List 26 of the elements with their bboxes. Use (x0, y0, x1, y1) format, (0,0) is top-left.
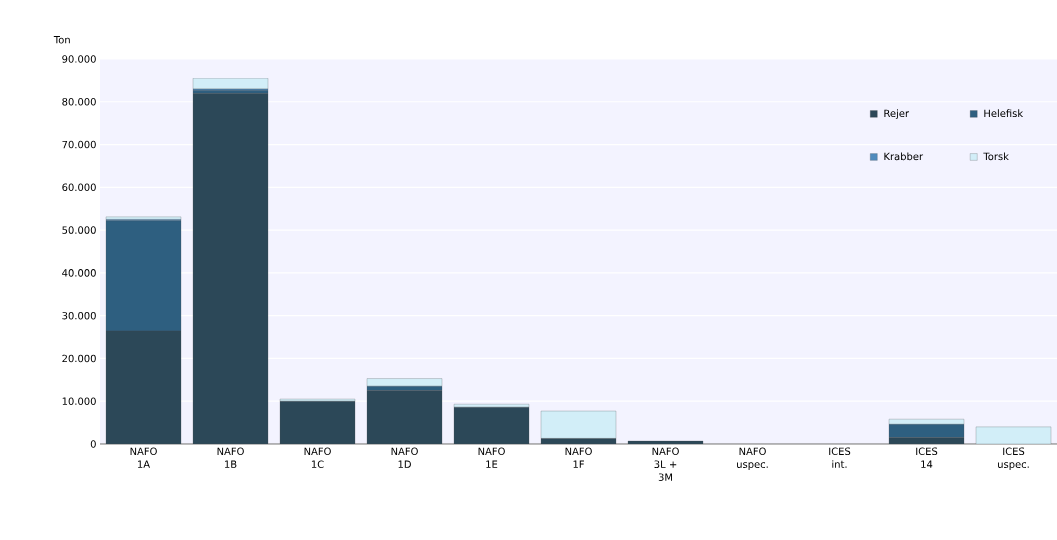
legend-label: Krabber (884, 152, 924, 161)
y-tick-label: 80.000 (62, 97, 96, 106)
y-tick-label: 40.000 (62, 269, 96, 277)
x-tick-label: ICES int. (829, 447, 851, 468)
x-tick-label: NAFO 1A (130, 447, 157, 468)
y-axis-title: Ton (53, 36, 70, 44)
legend-label: Torsk (983, 152, 1009, 161)
y-tick-label: 90.000 (62, 55, 96, 63)
y-tick-label: 0 (90, 440, 96, 448)
legend-label: Rejer (884, 109, 910, 120)
y-tick-label: 70.000 (62, 140, 96, 149)
y-tick-label: 50.000 (62, 226, 96, 234)
y-tick-label: 20.000 (62, 354, 96, 363)
x-tick-label: NAFO 1D (391, 447, 418, 468)
x-tick-label: NAFO 3L + 3M (652, 447, 679, 481)
x-tick-label: ICES uspec. (998, 447, 1029, 470)
x-tick-label: NAFO 1E (478, 447, 505, 468)
y-tick-label: 30.000 (62, 311, 96, 320)
x-tick-label: NAFO uspec. (737, 447, 768, 470)
y-tick-label: 10.000 (62, 397, 96, 405)
x-tick-label: ICES 14 (916, 447, 938, 468)
y-tick-label: 60.000 (62, 183, 96, 192)
x-tick-label: NAFO 1F (565, 447, 592, 468)
x-tick-label: NAFO 1C (304, 447, 331, 468)
x-tick-label: NAFO 1B (217, 447, 244, 468)
legend-label: Helefisk (984, 109, 1024, 118)
